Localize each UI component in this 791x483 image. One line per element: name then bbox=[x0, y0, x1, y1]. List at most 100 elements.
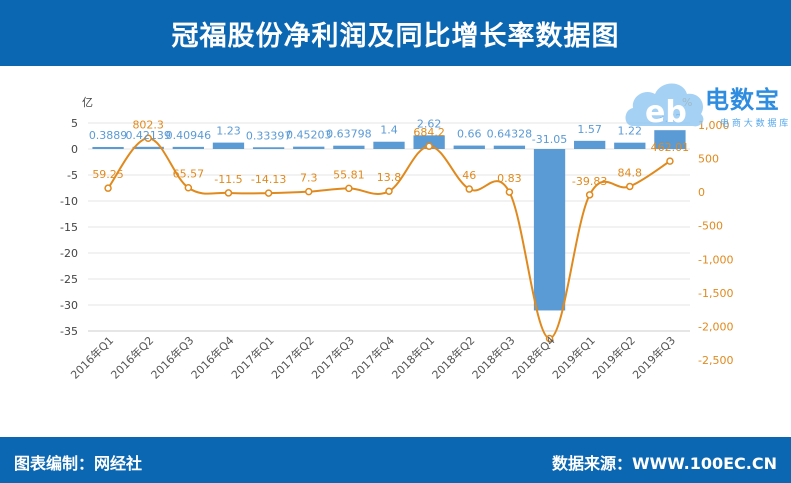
x-category-label: 2016年Q1 bbox=[68, 333, 117, 382]
line-point bbox=[385, 187, 393, 195]
line-value-label: 59.25 bbox=[92, 168, 124, 181]
y-left-tick-label: -35 bbox=[60, 325, 78, 338]
bar bbox=[293, 146, 325, 149]
bar bbox=[413, 135, 445, 149]
logo-cloud-icon: eb bbox=[625, 83, 704, 130]
line-point bbox=[666, 157, 674, 165]
x-category-label: 2019年Q3 bbox=[630, 333, 679, 382]
line-point bbox=[465, 185, 474, 193]
line-point bbox=[626, 182, 634, 191]
bar bbox=[92, 146, 124, 149]
y-left-tick-label: -10 bbox=[60, 195, 78, 208]
x-category-label: 2018年Q1 bbox=[389, 333, 438, 382]
x-category-label: 2017年Q4 bbox=[349, 333, 398, 382]
x-category-label: 2017年Q2 bbox=[268, 333, 317, 382]
bar bbox=[252, 147, 285, 149]
y-left-tick-label: -25 bbox=[60, 273, 78, 286]
line-value-label: 55.81 bbox=[333, 168, 365, 181]
x-category-label: 2018年Q3 bbox=[469, 333, 518, 382]
line-point bbox=[304, 187, 313, 196]
line-point bbox=[345, 184, 353, 193]
bar-value-label: 0.3889 bbox=[89, 129, 128, 142]
bar bbox=[493, 145, 526, 149]
footer-credit: 图表编制：网经社 bbox=[14, 454, 143, 473]
bar-value-label: -31.05 bbox=[532, 133, 567, 146]
line-point bbox=[104, 184, 112, 192]
bar bbox=[373, 141, 405, 149]
y-left-tick-label: 0 bbox=[71, 143, 78, 156]
line-value-label: -39.83 bbox=[572, 175, 607, 188]
line-point bbox=[144, 134, 152, 143]
bar-value-label: 0.40946 bbox=[166, 129, 212, 142]
y-right-tick-label: 1,000 bbox=[698, 119, 730, 132]
line-point bbox=[585, 191, 594, 199]
y-left-tick-label: -30 bbox=[60, 299, 78, 312]
bar bbox=[212, 142, 245, 149]
bar-value-label: 1.23 bbox=[216, 125, 241, 138]
bar-value-label: 0.33397 bbox=[246, 129, 292, 142]
combo-chart: 5 0 -5 -10 -15 -20 -25 -30 -35 亿 1,000 500 0 -500 -1,0… bbox=[60, 96, 733, 382]
logo-sub-text: 电 商 大 数 据 库 bbox=[720, 119, 789, 129]
footer-source: 数据来源：WWW.100EC.CN bbox=[551, 454, 777, 473]
chart-title: 冠福股份净利润及同比增长率数据图 bbox=[171, 20, 620, 52]
y-right-tick-label: -1,000 bbox=[698, 253, 733, 266]
y-left-tick-label: -20 bbox=[60, 247, 78, 260]
y-right-tick-label: -500 bbox=[698, 220, 723, 233]
line-value-label: 462.01 bbox=[651, 141, 690, 154]
bar bbox=[614, 142, 646, 149]
line-point bbox=[184, 183, 193, 192]
bar-value-label: 0.42139 bbox=[125, 129, 171, 142]
x-category-label: 2019年Q2 bbox=[589, 333, 638, 382]
y-right-tick-label: -2,500 bbox=[698, 354, 733, 367]
y-right-tick-label: 0 bbox=[698, 186, 705, 199]
bar-value-label: 1.4 bbox=[380, 124, 398, 137]
line-value-label: -11.5 bbox=[214, 173, 242, 186]
line-value-label: 7.3 bbox=[300, 172, 318, 185]
line-point bbox=[505, 188, 514, 196]
bar-value-label: 0.66 bbox=[457, 128, 482, 141]
bar bbox=[132, 146, 164, 149]
bar bbox=[333, 145, 365, 149]
line-value-label: 65.57 bbox=[173, 168, 205, 181]
footer-bar: 图表编制：网经社 数据来源：WWW.100EC.CN bbox=[0, 437, 791, 483]
bar-value-label: 1.22 bbox=[618, 125, 643, 138]
x-category-label: 2016年Q3 bbox=[148, 333, 197, 382]
x-category-label: 2018年Q2 bbox=[429, 333, 478, 382]
bar bbox=[453, 145, 485, 149]
line-point bbox=[545, 334, 554, 343]
bar-value-label: 1.57 bbox=[577, 123, 602, 136]
line-point bbox=[224, 189, 233, 197]
line-value-label: 84.8 bbox=[618, 166, 643, 179]
bar bbox=[172, 146, 204, 149]
logo-main-text: 电数宝 bbox=[705, 86, 780, 114]
y-right-tick-label: -2,000 bbox=[698, 320, 733, 333]
y-left-unit: 亿 bbox=[82, 96, 93, 109]
x-category-label: 2016年Q2 bbox=[108, 333, 157, 382]
x-category-label: 2017年Q1 bbox=[228, 333, 277, 382]
y-left-tick-label: -5 bbox=[67, 169, 78, 182]
x-category-label: 2018年Q4 bbox=[509, 333, 558, 382]
logo-badge: eb bbox=[645, 95, 687, 130]
line-value-label: 802.3 bbox=[132, 118, 164, 131]
bar-value-label: 0.63798 bbox=[326, 128, 372, 141]
line-value-label: 0.83 bbox=[497, 172, 522, 185]
line-value-label: 13.8 bbox=[377, 171, 402, 184]
line-value-label: 46 bbox=[462, 169, 476, 182]
bar-value-label: 0.45203 bbox=[286, 129, 332, 142]
line-value-label: 684.2 bbox=[413, 126, 445, 139]
y-left-tick-label: -15 bbox=[60, 221, 78, 234]
bar-value-label: 0.64328 bbox=[487, 128, 533, 141]
y-right-tick-label: -1,500 bbox=[698, 287, 733, 300]
line-point bbox=[264, 189, 273, 197]
growth-line bbox=[107, 137, 671, 340]
bar bbox=[654, 130, 686, 149]
y-left-tick-label: 5 bbox=[71, 117, 78, 130]
line-value-label: -14.13 bbox=[251, 173, 286, 186]
bar bbox=[574, 140, 606, 149]
chart-title-bar: 冠福股份净利润及同比增长率数据图 bbox=[0, 0, 791, 66]
x-category-label: 2017年Q3 bbox=[308, 333, 357, 382]
y-right-tick-label: 500 bbox=[698, 153, 719, 166]
x-category-label: 2019年Q1 bbox=[549, 333, 598, 382]
bar bbox=[533, 149, 566, 311]
bar-value-label: 2.62 bbox=[417, 117, 442, 130]
